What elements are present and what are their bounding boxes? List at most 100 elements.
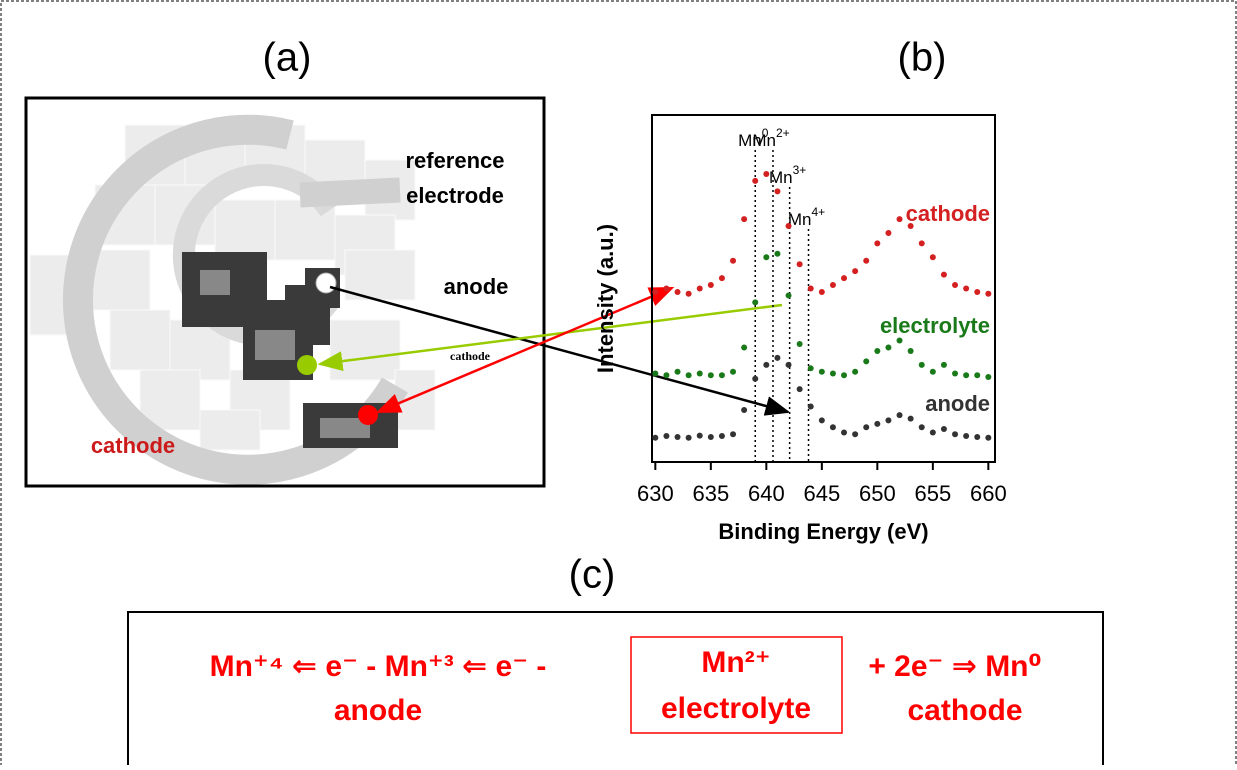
x-tick-label: 630: [637, 481, 674, 506]
data-point: [841, 372, 848, 379]
data-point: [818, 288, 825, 295]
x-tick-label: 645: [803, 481, 840, 506]
data-point: [963, 372, 970, 379]
data-point: [918, 361, 925, 368]
data-point: [963, 432, 970, 439]
data-point: [940, 361, 947, 368]
data-point: [885, 229, 892, 236]
reference-label-sup: 4+: [811, 205, 825, 219]
data-point: [907, 347, 914, 354]
data-point: [652, 434, 659, 441]
data-point: [718, 372, 725, 379]
reference-label-base: Mn: [752, 131, 776, 150]
series-label: anode: [925, 391, 990, 416]
data-point: [730, 257, 737, 264]
equation-text: electrolyte: [661, 692, 811, 725]
data-point: [974, 434, 981, 441]
data-point: [863, 358, 870, 365]
x-tick-label: 655: [914, 481, 951, 506]
data-point: [741, 344, 748, 351]
equation-text: + 2e⁻ ⇒ Mn⁰: [868, 650, 1041, 683]
data-point: [707, 282, 714, 289]
data-point: [985, 434, 992, 441]
data-point: [730, 368, 737, 375]
data-point: [952, 431, 959, 438]
data-point: [807, 365, 814, 372]
arrow-label: cathode: [450, 349, 491, 363]
data-point: [718, 275, 725, 282]
arrow: [375, 286, 675, 414]
image-label: reference: [405, 148, 504, 173]
reference-label: Mn4+: [788, 205, 825, 229]
data-point: [663, 432, 670, 439]
data-point: [907, 415, 914, 422]
data-point: [874, 420, 881, 427]
data-point: [940, 426, 947, 433]
data-point: [718, 432, 725, 439]
data-point: [752, 177, 759, 184]
data-point: [896, 216, 903, 223]
data-point: [807, 285, 814, 292]
data-point: [696, 285, 703, 292]
data-point: [663, 372, 670, 379]
data-point: [707, 372, 714, 379]
equation-text: Mn²⁺: [701, 646, 770, 679]
equation-box: [127, 611, 1104, 770]
data-point: [741, 216, 748, 223]
data-point: [796, 341, 803, 348]
reference-label: Mn0: [738, 126, 769, 150]
data-point: [785, 223, 792, 230]
data-point: [763, 170, 770, 177]
plot-frame: [651, 114, 996, 463]
data-point: [752, 299, 759, 306]
data-point: [974, 372, 981, 379]
image-label: anode: [444, 274, 509, 299]
data-point: [796, 386, 803, 393]
data-point: [774, 188, 781, 195]
data-point: [829, 370, 836, 377]
panel-label: (c): [569, 553, 616, 597]
reference-label-base: Mn: [769, 168, 793, 187]
x-tick-label: 660: [970, 481, 1007, 506]
data-point: [918, 424, 925, 431]
data-point: [829, 424, 836, 431]
x-tick-label: 650: [859, 481, 896, 506]
data-point: [763, 254, 770, 261]
data-point: [829, 282, 836, 289]
data-point: [652, 288, 659, 295]
data-point: [696, 370, 703, 377]
data-point: [807, 403, 814, 410]
data-point: [730, 431, 737, 438]
series-label: electrolyte: [880, 313, 990, 338]
equation-text: Mn⁺⁴ ⇐ e⁻ - Mn⁺³ ⇐ e⁻ -: [210, 650, 547, 683]
panel-label: (b): [898, 36, 947, 80]
image-label: cathode: [91, 433, 175, 458]
data-point: [785, 361, 792, 368]
data-point: [685, 434, 692, 441]
data-point: [896, 412, 903, 419]
data-point: [752, 375, 759, 382]
electrolyte-box: [630, 636, 843, 734]
data-point: [896, 337, 903, 344]
data-point: [674, 288, 681, 295]
data-point: [863, 257, 870, 264]
x-tick-label: 640: [748, 481, 785, 506]
data-point: [663, 285, 670, 292]
data-point: [974, 288, 981, 295]
reference-label-base: Mn: [738, 131, 762, 150]
data-point: [929, 368, 936, 375]
data-point: [785, 292, 792, 299]
data-point: [685, 372, 692, 379]
data-point: [863, 424, 870, 431]
data-point: [741, 406, 748, 413]
data-point: [774, 354, 781, 361]
x-axis-title: Binding Energy (eV): [718, 519, 928, 544]
data-point: [674, 368, 681, 375]
data-point: [852, 431, 859, 438]
data-point: [885, 344, 892, 351]
data-point: [952, 370, 959, 377]
data-point: [929, 429, 936, 436]
